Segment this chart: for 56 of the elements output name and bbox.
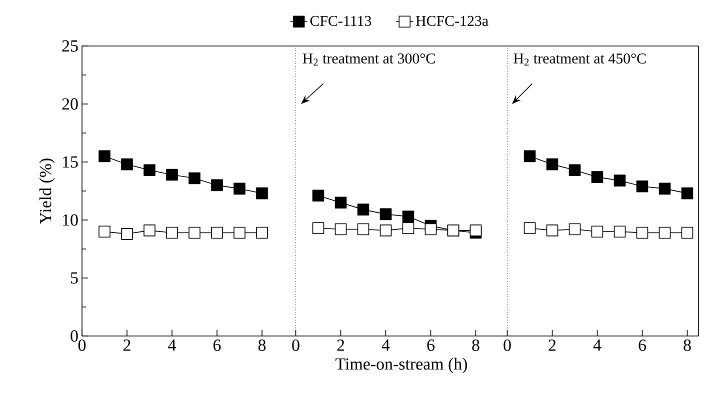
y-tick-label: 25 [62, 40, 78, 52]
point [98, 150, 110, 162]
y-tick-label: 20 [62, 98, 78, 110]
y-tick-label: 15 [63, 156, 78, 168]
x-tick-label: 6 [213, 340, 221, 351]
point [568, 223, 581, 236]
point [568, 164, 581, 176]
point [614, 174, 626, 186]
x-tick-label: 4 [382, 340, 390, 351]
point [144, 164, 156, 176]
point [188, 172, 200, 184]
y-axis-title: Yield (%) [39, 158, 55, 224]
point [658, 226, 671, 239]
point [334, 196, 347, 208]
point [334, 223, 347, 236]
y-tick-label: 10 [63, 214, 78, 226]
x-tick-label: 0 [78, 340, 86, 351]
point [546, 158, 558, 170]
point [636, 226, 648, 239]
x-tick-label: 4 [593, 340, 602, 351]
annotation: H$_{2}$ treatment at 300°C [302, 53, 435, 66]
point [166, 168, 178, 181]
point [357, 223, 370, 236]
point [312, 190, 324, 202]
point [681, 226, 694, 239]
point [636, 180, 648, 192]
x-tick-label: 6 [427, 340, 434, 351]
x-tick-label: 2 [548, 340, 556, 351]
point [357, 204, 370, 216]
x-tick-label: 8 [684, 340, 691, 351]
x-tick-label: 0 [292, 340, 300, 351]
legend-label: HCFC-123a [416, 16, 488, 26]
x-tick-label: 0 [504, 340, 511, 351]
point [524, 150, 536, 162]
x-tick-label: 2 [337, 340, 344, 351]
annotation: H$_{2}$ treatment at 450°C [514, 53, 646, 66]
x-tick-label: 4 [168, 340, 176, 351]
point [681, 187, 694, 200]
point [591, 171, 604, 183]
x-tick-label: 8 [258, 340, 266, 351]
x-tick-label: 8 [472, 340, 480, 351]
x-tick-label: 2 [124, 340, 130, 351]
point [380, 208, 392, 220]
point [211, 179, 223, 192]
y-tick-label: 0 [70, 330, 78, 342]
x-tick-label: 6 [638, 340, 646, 351]
x-axis-title: Time-on-stream (h) [336, 358, 467, 374]
point [121, 158, 133, 170]
point [402, 210, 414, 222]
point [658, 182, 671, 195]
point [234, 182, 246, 195]
legend-label: CFC-1113 [310, 16, 372, 26]
point [470, 224, 482, 236]
point [424, 223, 437, 236]
y-tick-label: 5 [70, 272, 78, 284]
point [256, 187, 268, 200]
